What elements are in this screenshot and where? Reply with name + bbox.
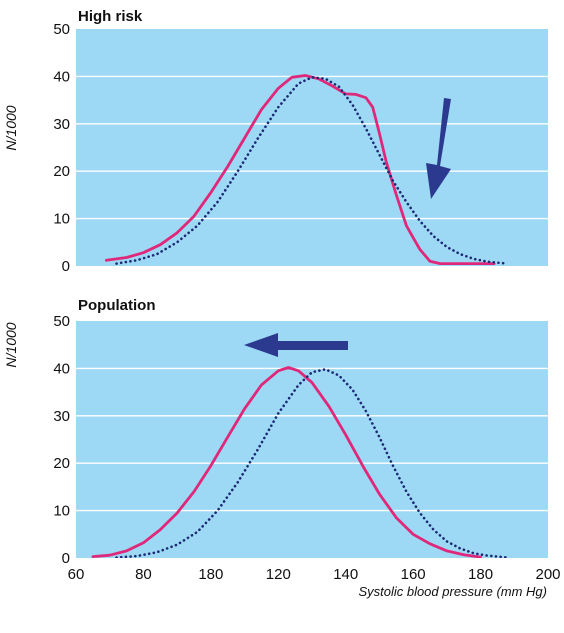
high-risk-y-tick-label: 40: [53, 68, 70, 85]
population-x-tick-label: 180: [468, 566, 493, 583]
high-risk-y-tick-label: 20: [53, 163, 70, 180]
population-y-tick-label: 20: [53, 455, 70, 472]
high-risk-y-tick-label: 10: [53, 211, 70, 228]
high-risk-y-tick-label: 50: [53, 21, 70, 38]
population-x-tick-label: 140: [333, 566, 358, 583]
population-x-tick-label: 200: [535, 566, 560, 583]
population-plot-area: [76, 321, 548, 558]
population-x-tick-label: 160: [401, 566, 426, 583]
population-title: Population: [78, 297, 156, 314]
high-risk-panel: 0 10 20 30 40 50: [53, 21, 548, 275]
high-risk-y-axis-label: N/1000: [3, 105, 19, 150]
down-arrow-icon: [426, 98, 451, 199]
population-y-tick-label: 10: [53, 503, 70, 520]
high-risk-dotted-curve: [115, 76, 509, 265]
population-x-tick-label: 80: [135, 566, 152, 583]
high-risk-y-tick-label: 0: [62, 258, 70, 275]
left-arrow-icon: [244, 333, 348, 357]
x-axis-label: Systolic blood pressure (mm Hg): [358, 584, 547, 599]
population-y-tick-label: 30: [53, 408, 70, 425]
population-solid-curve: [91, 366, 483, 558]
population-y-tick-label: 0: [62, 550, 70, 567]
population-y-tick-label: 50: [53, 313, 70, 330]
high-risk-solid-curve: [104, 74, 496, 266]
population-x-tick-label: 60: [68, 566, 85, 583]
population-y-tick-label: 40: [53, 360, 70, 377]
high-risk-title: High risk: [78, 8, 143, 25]
high-risk-plot-area: [76, 29, 548, 266]
population-y-axis-label: N/1000: [3, 322, 19, 367]
population-dotted-curve: [115, 367, 509, 558]
high-risk-y-tick-label: 30: [53, 116, 70, 133]
population-x-tick-label: 120: [266, 566, 291, 583]
population-x-tick-label: 180: [198, 566, 223, 583]
population-panel: 0 10 20 30 40 50 60 80 180 120 140 160 180 200: [53, 313, 560, 583]
